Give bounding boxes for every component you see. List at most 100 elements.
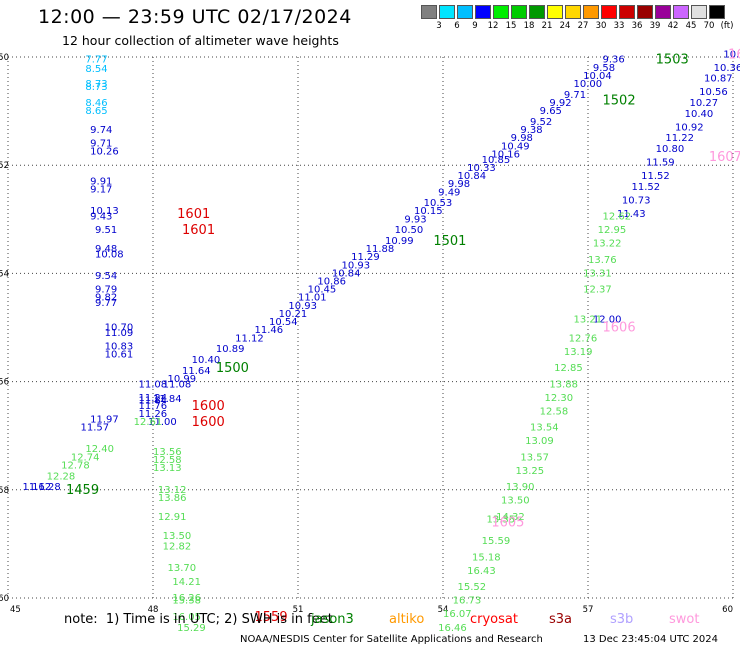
- wave-height-point: 13.35: [487, 515, 516, 526]
- colorbar-tick: (ft): [720, 21, 734, 31]
- pass-time-label: 1606: [603, 321, 636, 336]
- wave-height-point: 13.54: [530, 423, 559, 434]
- wave-height-point: 13.70: [168, 563, 197, 574]
- wave-height-point: 13.88: [549, 379, 578, 390]
- wave-height-point: 13.21: [574, 314, 603, 325]
- colorbar-swatch: [565, 5, 581, 19]
- pass-time-label: 1607: [709, 150, 740, 165]
- pass-time-label: 1601: [177, 207, 210, 222]
- colorbar-tick: 45: [685, 21, 697, 31]
- axis-ticks: 45 48 51 54 57 60 -50 -52 -54 -56 -58 -60: [0, 53, 733, 615]
- chart-subtitle: 12 hour collection of altimeter wave hei…: [62, 33, 339, 48]
- wave-height-point: 9.92: [549, 98, 571, 109]
- wave-height-point: 11.08: [163, 379, 192, 390]
- wave-height-point: 9.91: [90, 176, 112, 187]
- wave-height-point: 10.13: [90, 206, 119, 217]
- wave-height-point: 10.50: [395, 225, 424, 236]
- colorbar-tick: 27: [577, 21, 589, 31]
- wave-height-point: 12.76: [569, 333, 598, 344]
- wave-height-point: 13.25: [516, 466, 545, 477]
- wave-height-point: 10.92: [675, 122, 704, 133]
- generation-timestamp: 13 Dec 23:45:04 UTC 2024: [583, 634, 718, 645]
- wave-height-point: 13.22: [593, 239, 622, 250]
- chart-title: 12:00 — 23:59 UTC 02/17/2024: [38, 6, 352, 28]
- wave-height-point: 13.31: [583, 268, 612, 279]
- wave-height-point: 9.52: [530, 117, 552, 128]
- colorbar-tick: 42: [667, 21, 679, 31]
- wave-height-point: 13.90: [506, 482, 535, 493]
- wave-height-point: 10.33: [467, 163, 496, 174]
- pass-time-label: 1459: [66, 483, 99, 498]
- y-tick-label: -58: [0, 486, 9, 496]
- colorbar-tick: 39: [649, 21, 661, 31]
- wave-height-point: 11.97: [90, 414, 119, 425]
- wave-height-point: 11.22: [665, 133, 694, 144]
- wave-height-point: 8.73: [85, 79, 107, 90]
- colorbar-swatch: [529, 5, 545, 19]
- colorbar-tick: 33: [613, 21, 625, 31]
- wave-height-point: 8.54: [85, 64, 107, 75]
- wave-height-point: 10.87: [704, 74, 733, 85]
- colorbar-swatch: [691, 5, 707, 19]
- wave-height-point: 10.27: [690, 98, 719, 109]
- wave-height-point: 10.85: [482, 155, 511, 166]
- wave-height-point: 11.43: [617, 209, 646, 220]
- wave-height-point: 11.00: [148, 417, 177, 428]
- wave-height-point: 11.88: [366, 244, 395, 255]
- wave-height-point: 12.91: [158, 512, 187, 523]
- wave-height-point: 11.46: [255, 325, 284, 336]
- colorbar-swatch: [439, 5, 455, 19]
- y-tick-label: -56: [0, 378, 9, 388]
- satellite-legend-s3b: s3b: [610, 612, 634, 627]
- wave-height-point: 11.24: [139, 393, 168, 404]
- wave-height-point: 10.08: [95, 249, 124, 260]
- wave-height-point: 11.57: [81, 423, 110, 434]
- wave-height-point: 11.52: [632, 182, 661, 193]
- colorbar-tick: 12: [487, 21, 499, 31]
- footnote: note: 1) Time is in UTC; 2) SWH is in fe…: [64, 612, 333, 627]
- wave-height-point: 10.73: [622, 195, 651, 206]
- pass-time-label: 1600: [192, 399, 225, 414]
- wave-height-point: 9.93: [404, 214, 426, 225]
- wave-height-point: 12.61: [134, 417, 163, 428]
- credit-line: NOAA/NESDIS Center for Satellite Applica…: [240, 634, 543, 645]
- wave-height-point: 12.58: [540, 406, 569, 417]
- satellite-legend-swot: swot: [669, 612, 700, 627]
- wave-height-point: 15.52: [458, 582, 487, 593]
- wave-height-point: 12.30: [545, 393, 574, 404]
- wave-height-point: 7.77: [85, 55, 107, 66]
- wave-height-point: 9.51: [95, 225, 117, 236]
- wave-height-point: 10.86: [317, 277, 346, 288]
- wave-height-point: 11.01: [298, 293, 327, 304]
- pass-time-label: 1503: [656, 53, 689, 68]
- colorbar-swatch: [493, 5, 509, 19]
- wave-height-point: 9.79: [95, 285, 117, 296]
- satellite-legend-s3a: s3a: [549, 612, 573, 627]
- wave-height-point: 9.48: [95, 244, 117, 255]
- pass-time-label: 1500: [216, 361, 249, 376]
- wave-height-point: 11.62: [23, 482, 52, 493]
- colorbar-tick: 21: [541, 21, 553, 31]
- wave-height-point: 13.57: [520, 452, 549, 463]
- wave-height-point: 9.98: [448, 179, 470, 190]
- wave-height-point: 12.95: [598, 225, 627, 236]
- wave-height-point: 15.29: [177, 623, 206, 634]
- colorbar-swatch: [475, 5, 491, 19]
- wave-height-point: 11.12: [235, 333, 264, 344]
- wave-height-point: 13.19: [564, 347, 593, 358]
- wave-height-point: 8.46: [85, 98, 107, 109]
- wave-height-point: 12.37: [583, 285, 612, 296]
- satellite-legend-cryosat: cryosat: [470, 612, 518, 627]
- x-tick-label: 45: [10, 605, 21, 615]
- wave-height-point: 9.54: [95, 271, 117, 282]
- wave-height-point: 10.80: [656, 144, 685, 155]
- colorbar-tick: 15: [505, 21, 517, 31]
- colorbar-tick: 6: [454, 21, 460, 31]
- pass-time-label: 1559: [255, 610, 288, 625]
- wave-height-point: 11.52: [641, 171, 670, 182]
- wave-height-point: 9.65: [540, 106, 562, 117]
- wave-height-point: 10.54: [269, 317, 298, 328]
- colorbar-swatch: [547, 5, 563, 19]
- pass-time-label: 1501: [433, 234, 466, 249]
